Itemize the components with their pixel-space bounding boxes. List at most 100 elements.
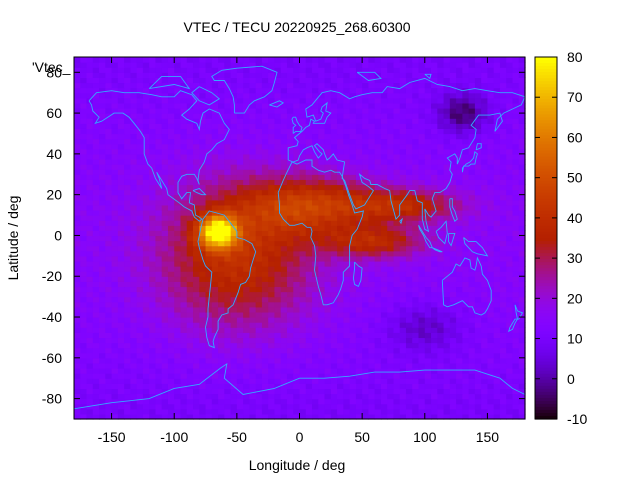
- heatmap-cell: [399, 408, 407, 415]
- heatmap-cell: [174, 301, 182, 308]
- heatmap-cell: [161, 301, 169, 308]
- heatmap-cell: [261, 102, 269, 109]
- heatmap-cell: [362, 102, 369, 109]
- heatmap-cell: [312, 408, 319, 415]
- heatmap-cell: [380, 266, 388, 272]
- heatmap-cell: [117, 408, 125, 415]
- heatmap-cell: [142, 255, 150, 262]
- heatmap-cell: [99, 322, 106, 328]
- heatmap-cell: [512, 153, 520, 160]
- heatmap-cell: [512, 296, 520, 303]
- heatmap-cell: [80, 235, 88, 242]
- heatmap-cell: [218, 403, 225, 410]
- heatmap-cell: [142, 123, 150, 129]
- heatmap-cell: [80, 148, 88, 155]
- heatmap-cell: [355, 138, 363, 145]
- heatmap-cell: [243, 92, 250, 99]
- heatmap-cell: [74, 403, 81, 410]
- heatmap-cell: [362, 184, 369, 191]
- heatmap-cell: [405, 357, 413, 364]
- heatmap-cell: [412, 250, 420, 257]
- heatmap-cell: [318, 225, 326, 231]
- heatmap-cell: [487, 408, 495, 415]
- heatmap-cell: [249, 352, 257, 359]
- heatmap-cell: [343, 250, 351, 257]
- heatmap-cell: [205, 276, 213, 282]
- heatmap-cell: [74, 174, 81, 180]
- heatmap-cell: [249, 164, 257, 170]
- heatmap-cell: [136, 164, 144, 170]
- heatmap-cell: [362, 143, 369, 150]
- heatmap-cell: [92, 276, 100, 282]
- heatmap-cell: [224, 174, 232, 180]
- heatmap-cell: [249, 199, 257, 206]
- heatmap-cell: [380, 403, 388, 410]
- heatmap-cell: [374, 266, 382, 272]
- heatmap-cell: [487, 398, 495, 405]
- heatmap-cell: [243, 342, 250, 349]
- heatmap-cell: [293, 67, 301, 73]
- heatmap-cell: [124, 352, 131, 359]
- heatmap-cell: [111, 255, 119, 262]
- heatmap-cell: [468, 148, 476, 155]
- heatmap-cell: [230, 245, 238, 252]
- heatmap-cell: [230, 255, 238, 262]
- heatmap-cell: [456, 174, 463, 180]
- heatmap-cell: [324, 158, 332, 165]
- heatmap-cell: [142, 352, 150, 359]
- heatmap-cell: [462, 378, 470, 384]
- heatmap-cell: [355, 408, 363, 415]
- heatmap-cell: [456, 204, 463, 211]
- heatmap-cell: [374, 174, 382, 180]
- heatmap-cell: [136, 276, 144, 282]
- heatmap-cell: [468, 164, 476, 170]
- heatmap-cell: [512, 393, 520, 400]
- heatmap-cell: [324, 286, 332, 293]
- heatmap-cell: [193, 194, 200, 201]
- heatmap-cell: [180, 62, 188, 68]
- heatmap-cell: [280, 306, 288, 313]
- heatmap-cell: [92, 337, 100, 344]
- heatmap-cell: [105, 153, 113, 160]
- heatmap-cell: [499, 260, 507, 267]
- heatmap-cell: [293, 357, 301, 364]
- heatmap-cell: [105, 62, 113, 68]
- heatmap-cell: [193, 378, 200, 384]
- heatmap-cell: [111, 347, 119, 354]
- heatmap-cell: [424, 271, 432, 277]
- heatmap-cell: [355, 169, 363, 175]
- heatmap-cell: [506, 281, 514, 288]
- heatmap-cell: [437, 123, 445, 129]
- heatmap-cell: [274, 118, 282, 124]
- heatmap-cell: [86, 271, 94, 277]
- heatmap-cell: [167, 148, 175, 155]
- heatmap-cell: [142, 153, 150, 160]
- heatmap-cell: [337, 235, 344, 242]
- heatmap-cell: [261, 189, 269, 196]
- heatmap-cell: [130, 255, 138, 262]
- heatmap-cell: [230, 179, 238, 186]
- heatmap-cell: [431, 322, 438, 328]
- heatmap-cell: [161, 92, 169, 99]
- heatmap-cell: [387, 413, 395, 420]
- heatmap-cell: [412, 77, 420, 84]
- heatmap-cell: [512, 235, 520, 242]
- heatmap-cell: [230, 352, 238, 359]
- heatmap-cell: [481, 169, 489, 175]
- heatmap-cell: [255, 352, 263, 359]
- heatmap-cell: [261, 118, 269, 124]
- heatmap-cell: [243, 102, 250, 109]
- heatmap-cell: [280, 164, 288, 170]
- heatmap-cell: [493, 342, 501, 349]
- heatmap-cell: [224, 368, 232, 374]
- heatmap-cell: [161, 72, 169, 78]
- heatmap-cell: [293, 317, 301, 323]
- heatmap-cell: [149, 92, 157, 99]
- heatmap-cell: [205, 327, 213, 333]
- heatmap-cell: [424, 225, 432, 231]
- heatmap-cell: [355, 311, 363, 318]
- heatmap-cell: [355, 393, 363, 400]
- heatmap-cell: [193, 250, 200, 257]
- heatmap-cell: [337, 398, 344, 405]
- heatmap-cell: [86, 388, 94, 395]
